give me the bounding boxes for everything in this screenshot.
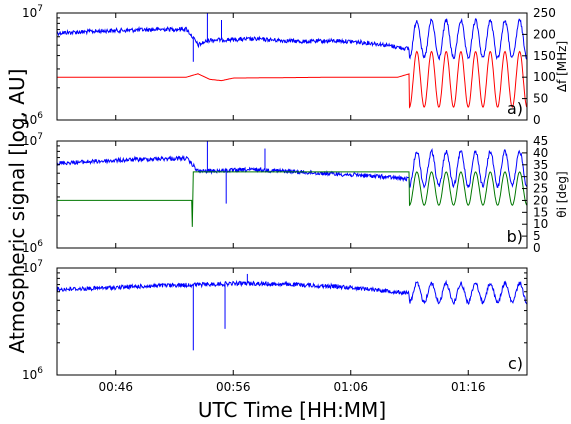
left-tick-label: 106 [22, 111, 43, 127]
plot-area [57, 273, 527, 351]
right-tick-label: 50 [533, 92, 548, 106]
panel-id-label: a) [507, 99, 523, 118]
right-axis-label: θi [deg] [555, 171, 569, 217]
series-line-2 [57, 50, 527, 109]
panel-frame [56, 12, 528, 121]
x-axis-title: UTC Time [HH:MM] [198, 398, 386, 422]
series-line-1 [57, 17, 527, 61]
right-tick-label: 25 [533, 182, 548, 196]
right-tick-label: 250 [533, 6, 556, 20]
x-tick-label: 00:56 [216, 380, 251, 394]
right-tick-label: 10 [533, 217, 548, 231]
left-tick-exponent: 6 [37, 111, 43, 121]
panel-id-label: c) [508, 354, 523, 373]
right-tick-label: 5 [533, 229, 541, 243]
y-axis-title: Atmospheric signal [log, AU] [5, 69, 29, 354]
right-tick-label: 35 [533, 158, 548, 172]
panel-id-label: b) [507, 227, 523, 246]
right-tick-label: 40 [533, 146, 548, 160]
left-tick-label: 107 [22, 4, 43, 20]
plot-area [57, 141, 527, 227]
x-tick-label: 01:06 [333, 380, 368, 394]
right-tick-label: 20 [533, 193, 548, 207]
left-tick-exponent: 6 [37, 366, 43, 376]
series-line-1 [57, 279, 527, 306]
left-tick-exponent: 7 [37, 4, 43, 14]
right-tick-label: 150 [533, 49, 556, 63]
left-tick-exponent: 6 [37, 239, 43, 249]
x-tick-label: 01:16 [451, 380, 486, 394]
panel-1: 107 106 0 50 100 150 200 250 Δf [MHz] a) [22, 4, 569, 127]
panel-3: 107 106 00:46 00:56 01:06 01:16 c) [22, 259, 528, 394]
right-tick-label: 100 [533, 70, 556, 84]
right-tick-label: 15 [533, 205, 548, 219]
right-tick-label: 0 [533, 113, 541, 127]
left-tick-label: 107 [22, 132, 43, 148]
right-tick-label: 0 [533, 241, 541, 255]
left-tick-exponent: 7 [37, 259, 43, 269]
series-line-1 [57, 147, 527, 189]
panel-frame [56, 140, 528, 249]
right-axis-label: Δf [MHz] [555, 41, 569, 92]
right-tick-label: 30 [533, 170, 548, 184]
left-tick-label: 106 [22, 366, 43, 382]
right-tick-label: 45 [533, 134, 548, 148]
series-line-2 [57, 171, 527, 227]
left-tick-label: 107 [22, 259, 43, 275]
panel-frame [56, 267, 528, 376]
left-tick-label: 106 [22, 239, 43, 255]
plot-area [57, 13, 527, 109]
left-tick-exponent: 7 [37, 132, 43, 142]
x-tick-label: 00:46 [98, 380, 133, 394]
right-tick-label: 200 [533, 27, 556, 41]
